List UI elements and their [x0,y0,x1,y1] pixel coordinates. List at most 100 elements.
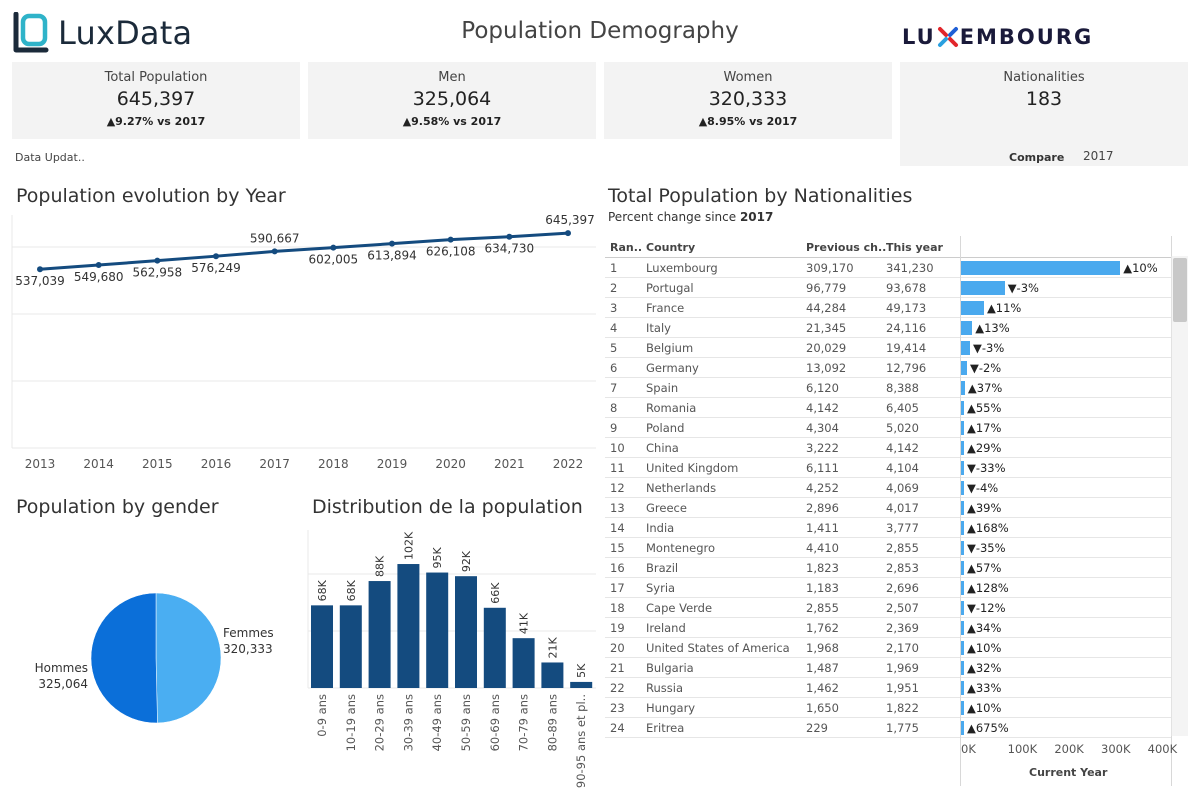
axis-title: Current Year [1029,766,1108,779]
table-row[interactable]: 5 Belgium 20,029 19,414 ▼-3% [605,338,1171,358]
nationality-bar[interactable] [961,501,964,515]
nationality-bar[interactable] [961,421,964,435]
nationality-bar[interactable] [961,701,964,715]
axis-tick-label: 100K [1007,742,1038,756]
cell-country: Portugal [646,281,694,295]
cell-this-year: 1,775 [886,721,919,735]
nationality-bar[interactable] [961,641,964,655]
kpi-label: Men [438,70,466,85]
table-row[interactable]: 1 Luxembourg 309,170 341,230 ▲10% [605,258,1171,278]
table-row[interactable]: 6 Germany 13,092 12,796 ▼-2% [605,358,1171,378]
nationality-bar[interactable] [961,361,967,375]
table-row[interactable]: 7 Spain 6,120 8,388 ▲37% [605,378,1171,398]
percent-change-label: ▼-35% [967,541,1006,555]
nationality-bar[interactable] [961,601,964,615]
nationality-bar[interactable] [961,301,984,315]
nationality-bar[interactable] [961,581,964,595]
pie-label-femmes: Femmes [223,626,274,640]
age-category-label: 60-69 ans [488,694,502,751]
cell-country: Eritrea [646,721,685,735]
nationality-bar[interactable] [961,321,973,335]
col-previous-header[interactable]: Previous ch.. [806,241,887,254]
bar-value-label: 68K [316,579,329,601]
nationality-bar[interactable] [961,461,964,475]
nationality-bar[interactable] [961,541,964,555]
nationality-bar[interactable] [961,481,964,495]
kpi-value: 645,397 [116,88,196,110]
col-country-header[interactable]: Country [646,241,696,254]
nationality-bar[interactable] [961,261,1121,275]
table-row[interactable]: 4 Italy 21,345 24,116 ▲13% [605,318,1171,338]
evolution-title: Population evolution by Year [16,185,286,207]
table-row[interactable]: 3 France 44,284 49,173 ▲11% [605,298,1171,318]
gender-title: Population by gender [16,496,219,518]
bar-value-label: 21K [546,636,559,658]
col-thisyear-header[interactable]: This year [886,241,943,254]
col-rank-header[interactable]: Ran.. [610,241,643,254]
age-bar [541,662,564,688]
cell-this-year: 2,507 [886,601,919,615]
bar-value-label: 95K [431,547,444,569]
cross-mark-icon [937,26,959,48]
table-row[interactable]: 22 Russia 1,462 1,951 ▲33% [605,678,1171,698]
nationality-bar[interactable] [961,381,965,395]
nationality-bar[interactable] [961,621,964,635]
age-category-label: 90-95 ans et pl.. [574,694,588,788]
bar-value-label: 88K [374,555,387,577]
cell-this-year: 49,173 [886,301,927,315]
table-row[interactable]: 21 Bulgaria 1,487 1,969 ▲32% [605,658,1171,678]
nationality-bar[interactable] [961,341,971,355]
age-category-label: 50-59 ans [459,694,473,751]
nationality-bar[interactable] [961,721,964,735]
kpi-label: Women [723,70,773,85]
nationality-bar[interactable] [961,441,964,455]
table-row[interactable]: 17 Syria 1,183 2,696 ▲128% [605,578,1171,598]
table-row[interactable]: 9 Poland 4,304 5,020 ▲17% [605,418,1171,438]
table-row[interactable]: 23 Hungary 1,650 1,822 ▲10% [605,698,1171,718]
x-tick-label: 2017 [259,457,290,471]
kpi-change: ▲9.27% vs 2017 [106,115,206,128]
compare-year-selector[interactable]: 2017 [1083,149,1114,163]
table-scrollbar-thumb[interactable] [1173,258,1187,322]
nationality-bar[interactable] [961,281,1005,295]
table-row[interactable]: 24 Eritrea 229 1,775 ▲675% [605,718,1171,738]
bar-value-label: 68K [345,579,358,601]
nationality-bar[interactable] [961,401,964,415]
table-row[interactable]: 2 Portugal 96,779 93,678 ▼-3% [605,278,1171,298]
table-row[interactable]: 19 Ireland 1,762 2,369 ▲34% [605,618,1171,638]
table-row[interactable]: 14 India 1,411 3,777 ▲168% [605,518,1171,538]
cell-country: Brazil [646,561,679,575]
cell-rank: 13 [610,501,625,515]
data-label: 549,680 [74,270,124,284]
gender-pie-chart: Femmes 320,333 Hommes 325,064 [35,592,274,724]
nationality-bar[interactable] [961,521,964,535]
cell-rank: 10 [610,441,625,455]
table-row[interactable]: 12 Netherlands 4,252 4,069 ▼-4% [605,478,1171,498]
nationality-bar[interactable] [961,681,964,695]
cell-previous: 21,345 [806,321,847,335]
table-scrollbar[interactable] [1171,256,1188,736]
table-row[interactable]: 16 Brazil 1,823 2,853 ▲57% [605,558,1171,578]
table-row[interactable]: 20 United States of America 1,968 2,170 ▲10% [605,638,1171,658]
cell-previous: 3,222 [806,441,839,455]
table-row[interactable]: 11 United Kingdom 6,111 4,104 ▼-33% [605,458,1171,478]
nationality-bar[interactable] [961,661,964,675]
table-row[interactable]: 8 Romania 4,142 6,405 ▲55% [605,398,1171,418]
percent-change-label: ▼-3% [1007,281,1039,295]
age-bar [397,564,420,688]
x-tick-label: 2013 [25,457,56,471]
cell-country: India [646,521,675,535]
table-row[interactable]: 13 Greece 2,896 4,017 ▲39% [605,498,1171,518]
table-row[interactable]: 15 Montenegro 4,410 2,855 ▼-35% [605,538,1171,558]
percent-change-label: ▲10% [967,641,1002,655]
percent-change-label: ▲29% [967,441,1002,455]
table-row[interactable]: 18 Cape Verde 2,855 2,507 ▼-12% [605,598,1171,618]
cell-country: Belgium [646,341,694,355]
table-row[interactable]: 10 China 3,222 4,142 ▲29% [605,438,1171,458]
data-point [389,240,395,247]
cell-country: United Kingdom [646,461,739,475]
x-tick-label: 2020 [435,457,466,471]
nationality-bar[interactable] [961,561,964,575]
cell-previous: 1,823 [806,561,839,575]
kpi-label: Nationalities [1003,70,1085,85]
